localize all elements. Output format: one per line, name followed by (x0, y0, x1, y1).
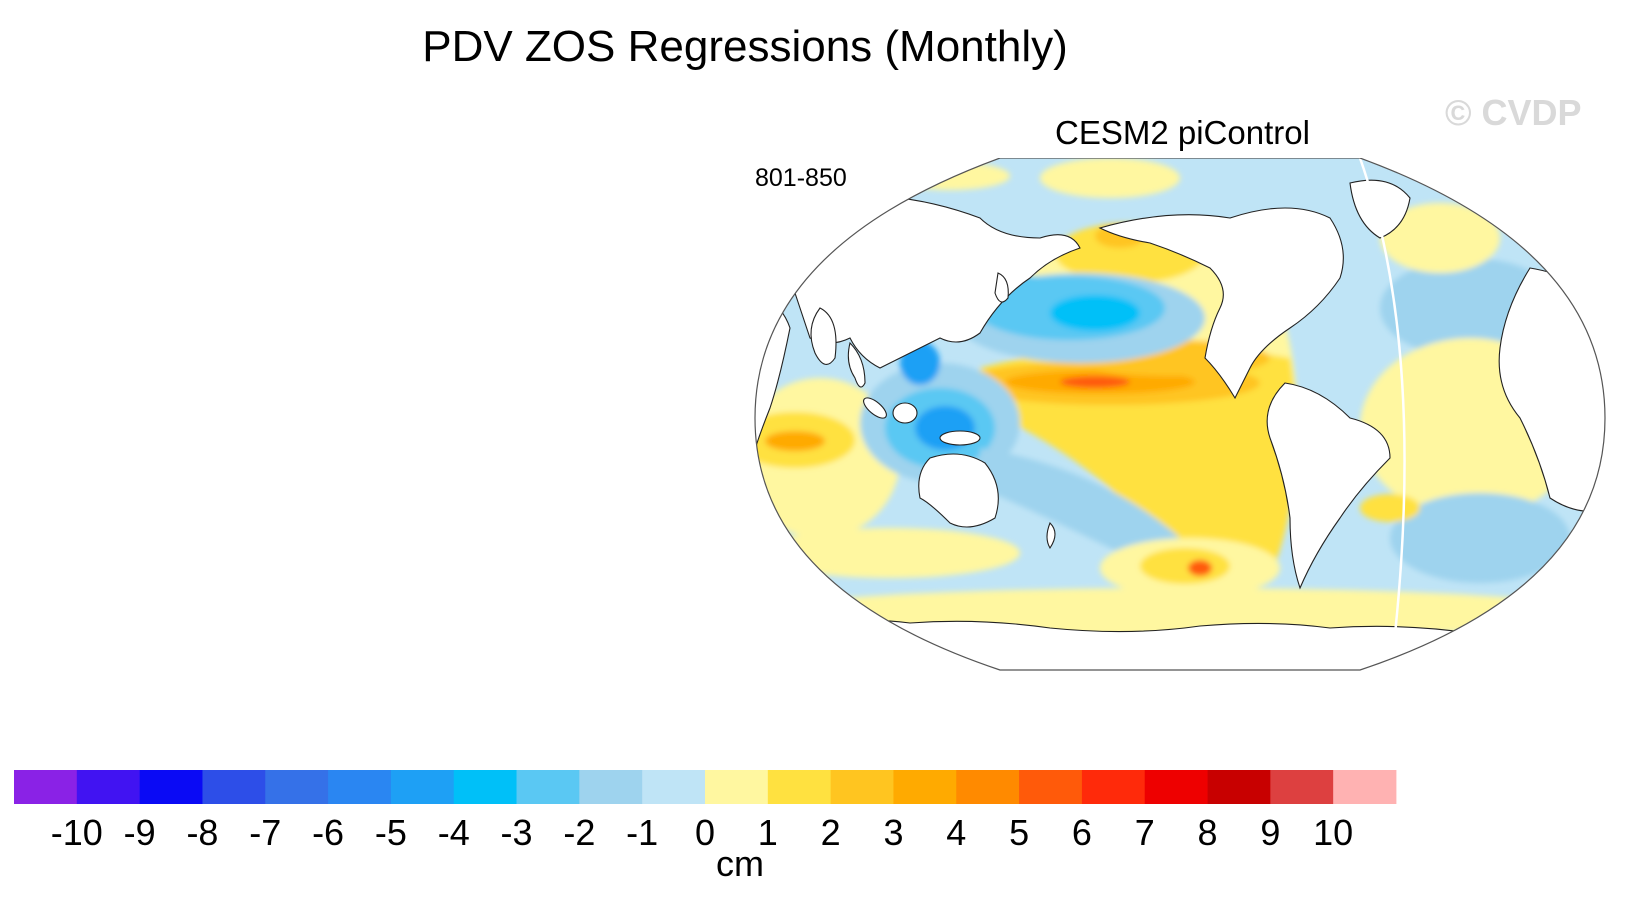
colorbar-box (265, 770, 329, 804)
colorbar-box (830, 770, 894, 804)
australia (918, 453, 999, 528)
borneo (892, 402, 918, 424)
colorbar-tick-label: -3 (500, 812, 533, 853)
arctic-positive (1040, 158, 1180, 198)
colorbar-box (1270, 770, 1334, 804)
colorbar-box (76, 770, 141, 804)
colorbar-tick-label: 7 (1134, 812, 1155, 853)
arctic-positive-2 (890, 162, 1010, 190)
antarctica (755, 619, 1605, 670)
colorbar-tick-label: 1 (757, 812, 778, 853)
cvdp-watermark: © CVDP (1445, 92, 1582, 133)
colorbar-tick-label: -4 (437, 812, 470, 853)
eurasia (789, 194, 1081, 369)
indochina (847, 341, 866, 388)
colorbar-box (767, 770, 832, 804)
colorbar-tick-label: -6 (312, 812, 345, 853)
colorbar-tick-label: 10 (1313, 812, 1354, 853)
colorbar-box (642, 770, 706, 804)
japan (994, 272, 1009, 303)
colorbar-box (1333, 770, 1397, 804)
indian-ocean-positive-center (765, 431, 825, 451)
greenland (1349, 179, 1411, 239)
colorbar-tick-label: 9 (1260, 812, 1281, 853)
colorbar-box (516, 770, 580, 804)
colorbar-tick-label: 5 (1009, 812, 1030, 853)
sumatra (863, 397, 887, 419)
colorbar-tick-label: 3 (883, 812, 904, 853)
south-america (1266, 382, 1391, 590)
colorbar-box (328, 770, 392, 804)
colorbar-tick-label: -7 (249, 812, 282, 853)
colorbar-tick-label: 4 (946, 812, 967, 853)
colorbar-box (705, 770, 769, 804)
colorbar-box (453, 770, 517, 804)
colorbar-tick-label: -5 (374, 812, 407, 853)
map-period: 801-850 (755, 164, 847, 192)
colorbar-box (202, 770, 266, 804)
colorbar-units: cm (716, 843, 764, 884)
north-america (1098, 207, 1344, 400)
colorbar-tick-label: -10 (50, 812, 103, 853)
colorbar-box (390, 770, 455, 804)
colorbar-tick-label: -1 (626, 812, 659, 853)
southern-ocean-max (1188, 560, 1212, 576)
colorbar-tick-label: 0 (694, 812, 716, 853)
cyclic-seam (1358, 158, 1406, 670)
equatorial-pacific-max (1060, 376, 1130, 388)
north-pacific-negative-core (1050, 295, 1140, 331)
colorbar-tick-label: -9 (123, 812, 156, 853)
colorbar-box (956, 770, 1020, 804)
colorbar-box (893, 770, 957, 804)
colorbar-tick-label: -8 (186, 812, 219, 853)
north-atlantic-positive (1380, 203, 1500, 273)
colorbar-tick-label: 8 (1197, 812, 1218, 853)
colorbar-tick-label: 2 (820, 812, 841, 853)
map-subtitle: CESM2 piControl (1055, 114, 1310, 151)
colorbar-box (1144, 770, 1208, 804)
world-map (754, 158, 1606, 671)
colorbar-tick-label: 6 (1071, 812, 1092, 853)
new-guinea (939, 430, 981, 446)
south-atlantic-negative (1390, 493, 1570, 583)
south-atlantic-positive (1360, 494, 1420, 522)
page-title: PDV ZOS Regressions (Monthly) (422, 22, 1068, 71)
colorbar-box (1019, 770, 1083, 804)
colorbar (14, 770, 1397, 804)
colorbar-tick-label: -2 (563, 812, 596, 853)
new-zealand (1046, 522, 1056, 550)
colorbar-box (1081, 770, 1146, 804)
south-pacific-negative (980, 448, 1180, 565)
colorbar-box (579, 770, 643, 804)
colorbar-box (14, 770, 78, 804)
map-outline (754, 158, 1606, 671)
southern-ocean-positive-core (1140, 548, 1230, 584)
south-indian-positive (760, 528, 1020, 578)
colorbar-box (1207, 770, 1271, 804)
colorbar-box (139, 770, 203, 804)
india (810, 307, 837, 365)
